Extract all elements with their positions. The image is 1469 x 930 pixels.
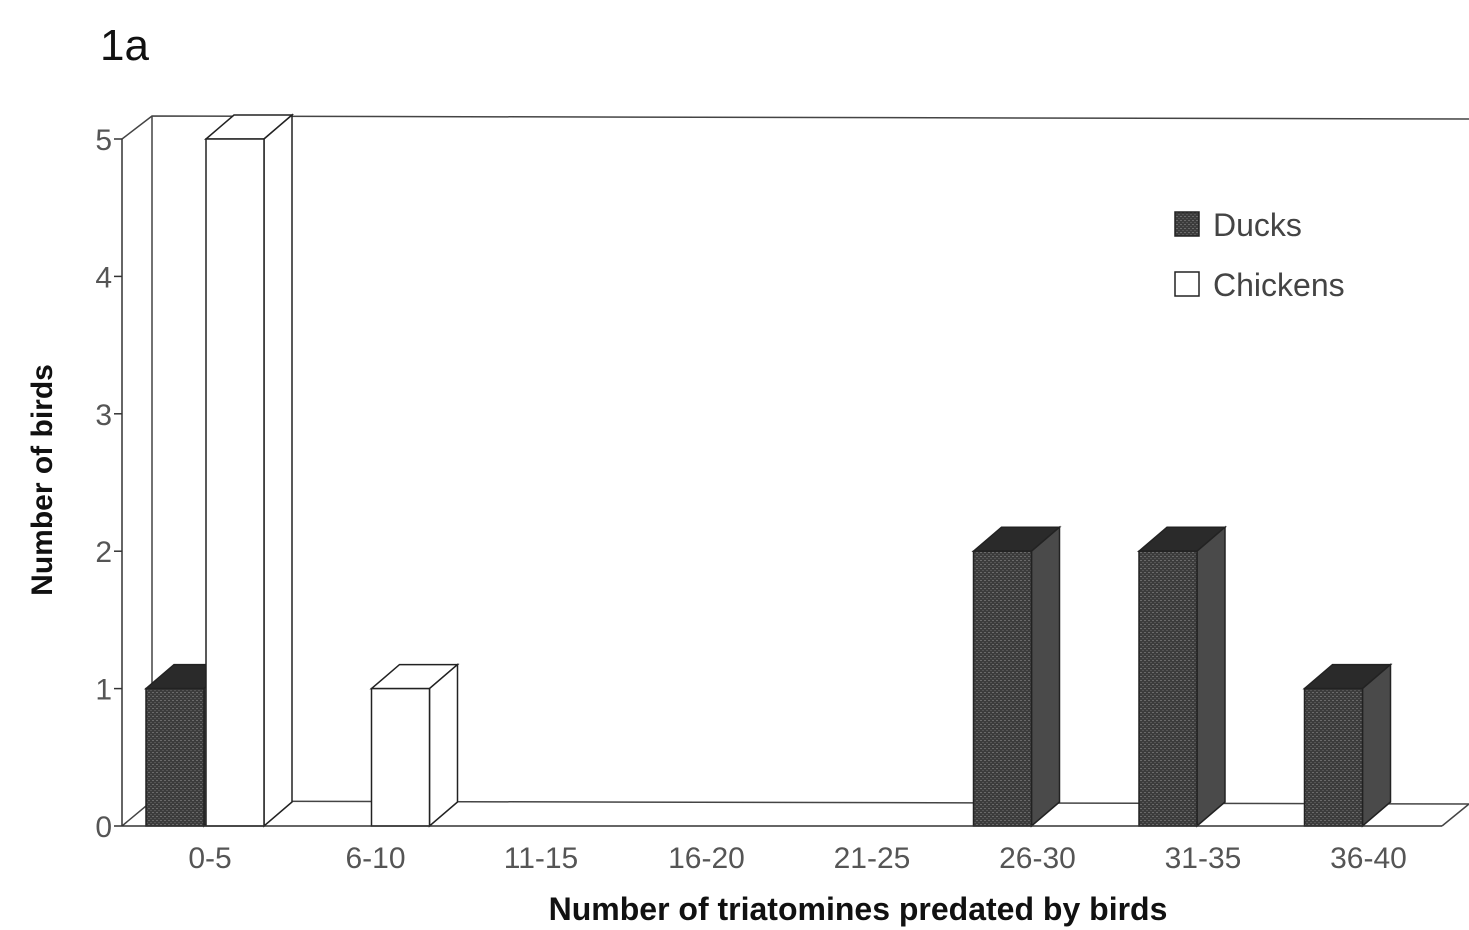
bar-ducks — [1302, 662, 1393, 828]
y-tick-label: 1 — [95, 674, 112, 707]
x-tick-label: 31-35 — [1165, 842, 1242, 875]
x-tick-label: 36-40 — [1330, 842, 1407, 875]
legend-swatch-chickens — [1174, 271, 1200, 297]
legend-label-ducks: Ducks — [1213, 207, 1302, 243]
bar-chickens — [203, 113, 295, 828]
floor-right-edge — [1441, 803, 1469, 827]
x-axis-title: Number of triatomines predated by birds — [549, 891, 1168, 927]
x-axis: 0-5 6-10 11-15 16-20 21-25 26-30 31-35 36-40 — [122, 825, 1442, 875]
y-tick-label: 3 — [95, 399, 112, 432]
y-axis: 0 1 2 3 4 5 — [95, 124, 123, 844]
x-tick-label: 0-5 — [188, 842, 231, 875]
y-tick-label: 5 — [95, 124, 112, 157]
y-tick-label: 2 — [95, 536, 112, 569]
x-tick-label: 26-30 — [999, 842, 1076, 875]
legend-swatch-ducks — [1174, 211, 1200, 237]
x-tick-label: 16-20 — [668, 842, 745, 875]
x-tick-label: 21-25 — [834, 842, 911, 875]
bars — [143, 113, 1393, 828]
y-tick-label: 0 — [95, 811, 112, 844]
bar-ducks — [1136, 525, 1228, 828]
y-axis-title: Number of birds — [26, 364, 59, 596]
floor-back-edge — [121, 800, 1469, 827]
panel-label: 1a — [100, 21, 149, 70]
back-wall-top-edge — [121, 115, 1469, 140]
bar-chickens — [369, 662, 460, 828]
bar-ducks — [971, 525, 1062, 828]
y-tick-label: 4 — [95, 261, 112, 294]
legend-label-chickens: Chickens — [1213, 267, 1345, 303]
legend: Ducks Chickens — [1174, 207, 1345, 303]
x-tick-label: 11-15 — [504, 842, 579, 875]
x-tick-label: 6-10 — [345, 842, 405, 875]
